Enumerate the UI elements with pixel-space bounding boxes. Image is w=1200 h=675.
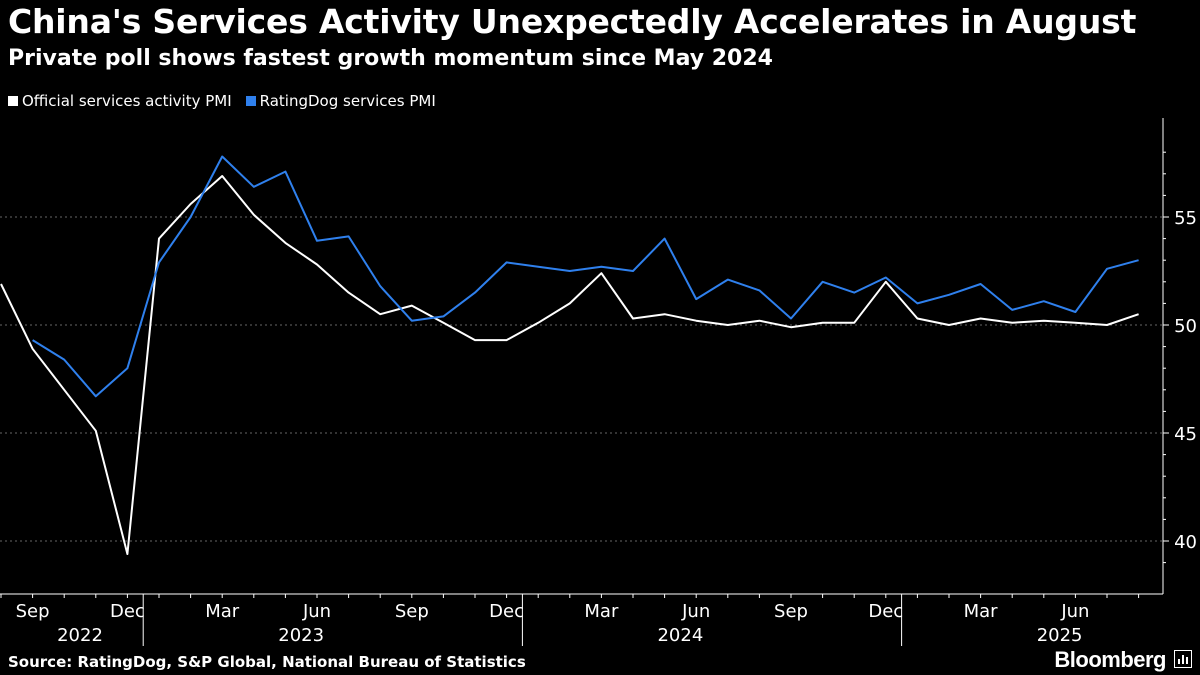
legend-item-ratingdog: RatingDog services PMI — [245, 92, 436, 110]
xtick-label-mar: Mar — [964, 601, 999, 622]
xtick-label-mar: Mar — [205, 601, 240, 622]
chart-subtitle: Private poll shows fastest growth moment… — [8, 46, 773, 71]
xtick-label-sep: Sep — [16, 601, 50, 622]
xtick-label-jun: Jun — [681, 601, 710, 622]
year-label-2024: 2024 — [657, 625, 703, 646]
ytick-label-50: 50 — [1174, 316, 1197, 337]
legend: Official services activity PMI RatingDog… — [8, 92, 436, 110]
ytick-label-45: 45 — [1174, 424, 1197, 445]
legend-swatch-official — [8, 96, 18, 106]
legend-swatch-ratingdog — [245, 96, 256, 106]
year-label-2022: 2022 — [57, 625, 103, 646]
bar-chart-icon — [1174, 650, 1192, 668]
xtick-label-sep: Sep — [774, 601, 808, 622]
chart-title: China's Services Activity Unexpectedly A… — [8, 2, 1137, 41]
bloomberg-logo: Bloomberg — [1054, 647, 1166, 672]
legend-item-official: Official services activity PMI — [8, 92, 232, 110]
year-label-2023: 2023 — [278, 625, 324, 646]
source-note: Source: RatingDog, S&P Global, National … — [8, 653, 526, 671]
legend-label-ratingdog: RatingDog services PMI — [259, 92, 436, 110]
xtick-label-dec: Dec — [868, 601, 903, 622]
ytick-label-55: 55 — [1174, 208, 1197, 229]
series-line-ratingdog — [32, 155, 1139, 398]
xtick-label-dec: Dec — [110, 601, 145, 622]
legend-label-official: Official services activity PMI — [22, 92, 232, 110]
xtick-label-jun: Jun — [1060, 601, 1089, 622]
xtick-label-dec: Dec — [489, 601, 524, 622]
xtick-label-sep: Sep — [395, 601, 429, 622]
series-line-official — [0, 175, 1139, 555]
xtick-label-jun: Jun — [302, 601, 331, 622]
year-label-2025: 2025 — [1037, 625, 1083, 646]
ytick-label-40: 40 — [1174, 532, 1197, 553]
xtick-label-mar: Mar — [584, 601, 619, 622]
